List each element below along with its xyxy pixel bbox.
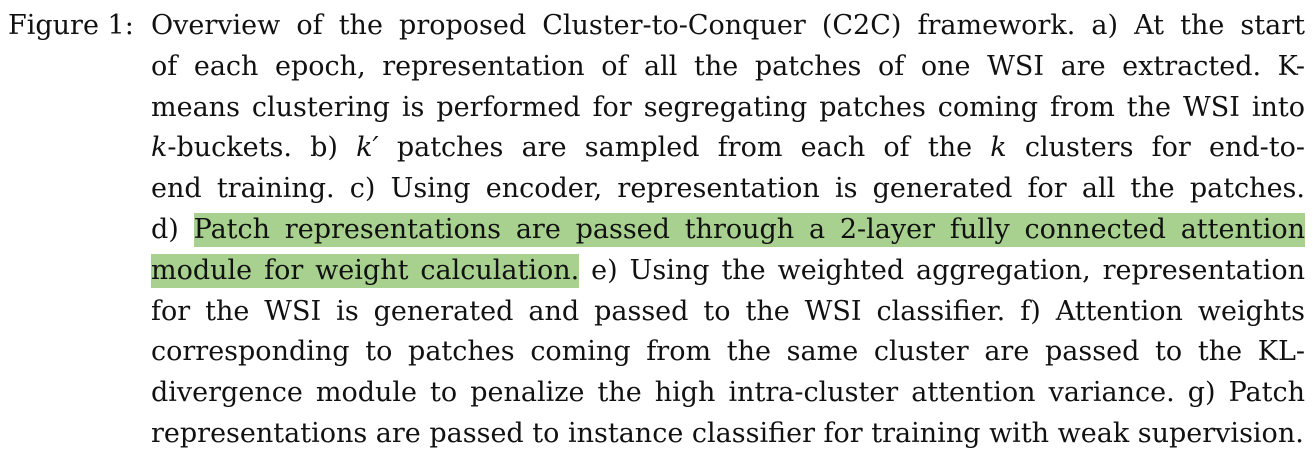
caption-line-4: k-buckets. b) k′ patches are sampled fro… — [151, 128, 1305, 169]
line7-suffix: e) Using the weighted aggregation, repre… — [579, 254, 1305, 286]
math-k: k — [151, 132, 168, 164]
caption-line-10: divergence module to penalize the high i… — [151, 377, 1305, 409]
caption-line-8: for the WSI is generated and passed to t… — [151, 295, 1305, 327]
caption-body: Overview of the proposed Cluster-to-Conq… — [151, 6, 1305, 455]
figure-label: Figure 1: — [8, 10, 134, 41]
caption-line-1: Overview of the proposed Cluster-to-Conq… — [151, 10, 1305, 41]
line4-text-2: patches are sampled from each of the — [378, 132, 991, 164]
math-k-prime: k′ — [356, 132, 379, 164]
caption-line-5: end training. c) Using encoder, represen… — [151, 173, 1305, 205]
caption-line-7: module for weight calculation. e) Using … — [151, 251, 1305, 292]
caption-line-11: representations are passed to instance c… — [151, 417, 1304, 449]
math-k: k — [990, 132, 1007, 164]
line4-text-1: -buckets. b) — [167, 132, 357, 164]
line4-text-3: clusters for end-to- — [1006, 132, 1305, 164]
caption-line-6: d) Patch representations are passed thro… — [151, 210, 1305, 251]
line6-prefix: d) — [151, 213, 194, 245]
caption-line-9: corresponding to patches coming from the… — [151, 336, 1305, 368]
highlighted-text: Patch representations are passed through… — [193, 212, 1305, 247]
caption-line-3: means clustering is performed for segreg… — [151, 91, 1305, 123]
highlighted-text: module for weight calculation. — [151, 253, 580, 288]
caption-line-2: of each epoch, representation of all the… — [151, 50, 1305, 82]
